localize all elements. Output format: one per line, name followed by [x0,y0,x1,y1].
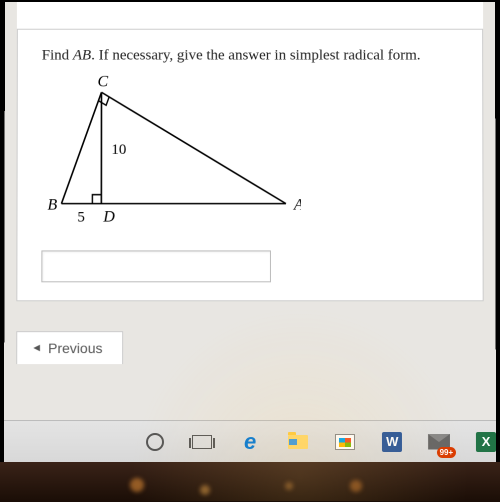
monitor-screen: Find AB. If necessary, give the answer i… [4,2,496,465]
cortana-icon[interactable] [144,430,166,454]
nav-area: ◄ Previous [16,331,484,364]
microsoft-store-icon[interactable] [335,430,357,454]
q-prefix: Find [42,48,73,64]
svg-text:A: A [293,197,301,214]
previous-question-bottom [17,2,483,30]
word-icon[interactable]: W [382,432,402,452]
file-explorer-icon[interactable] [287,430,309,454]
answer-input[interactable] [41,250,271,282]
chevron-left-icon: ◄ [31,342,42,354]
svg-text:C: C [98,74,109,90]
edge-icon[interactable]: e [239,430,261,454]
bokeh-light [200,485,210,495]
desk-surface [0,462,500,502]
bokeh-light [285,482,293,490]
bokeh-light [350,480,362,492]
q-variable: AB [73,48,91,64]
excel-icon[interactable]: X [476,432,496,452]
question-text: Find AB. If necessary, give the answer i… [42,48,459,65]
mail-badge: 99+ [437,447,457,458]
svg-text:D: D [102,209,115,226]
triangle-figure: B D A C 10 5 [41,74,300,233]
bokeh-light [130,478,144,492]
question-card: Find AB. If necessary, give the answer i… [16,30,483,302]
windows-taskbar: e W 99+ X [4,420,496,462]
previous-label: Previous [48,340,102,356]
q-suffix: . If necessary, give the answer in simpl… [91,48,420,64]
previous-button[interactable]: ◄ Previous [16,331,123,364]
mail-icon[interactable]: 99+ [428,430,450,454]
question-body: Find AB. If necessary, give the answer i… [17,30,482,245]
svg-text:5: 5 [77,210,85,226]
svg-text:B: B [47,197,57,214]
svg-text:10: 10 [111,142,126,158]
task-view-icon[interactable] [192,430,214,454]
